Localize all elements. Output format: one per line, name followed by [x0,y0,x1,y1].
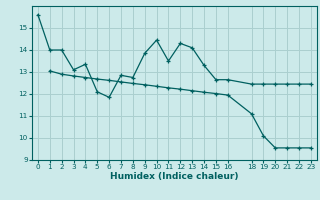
X-axis label: Humidex (Indice chaleur): Humidex (Indice chaleur) [110,172,239,181]
